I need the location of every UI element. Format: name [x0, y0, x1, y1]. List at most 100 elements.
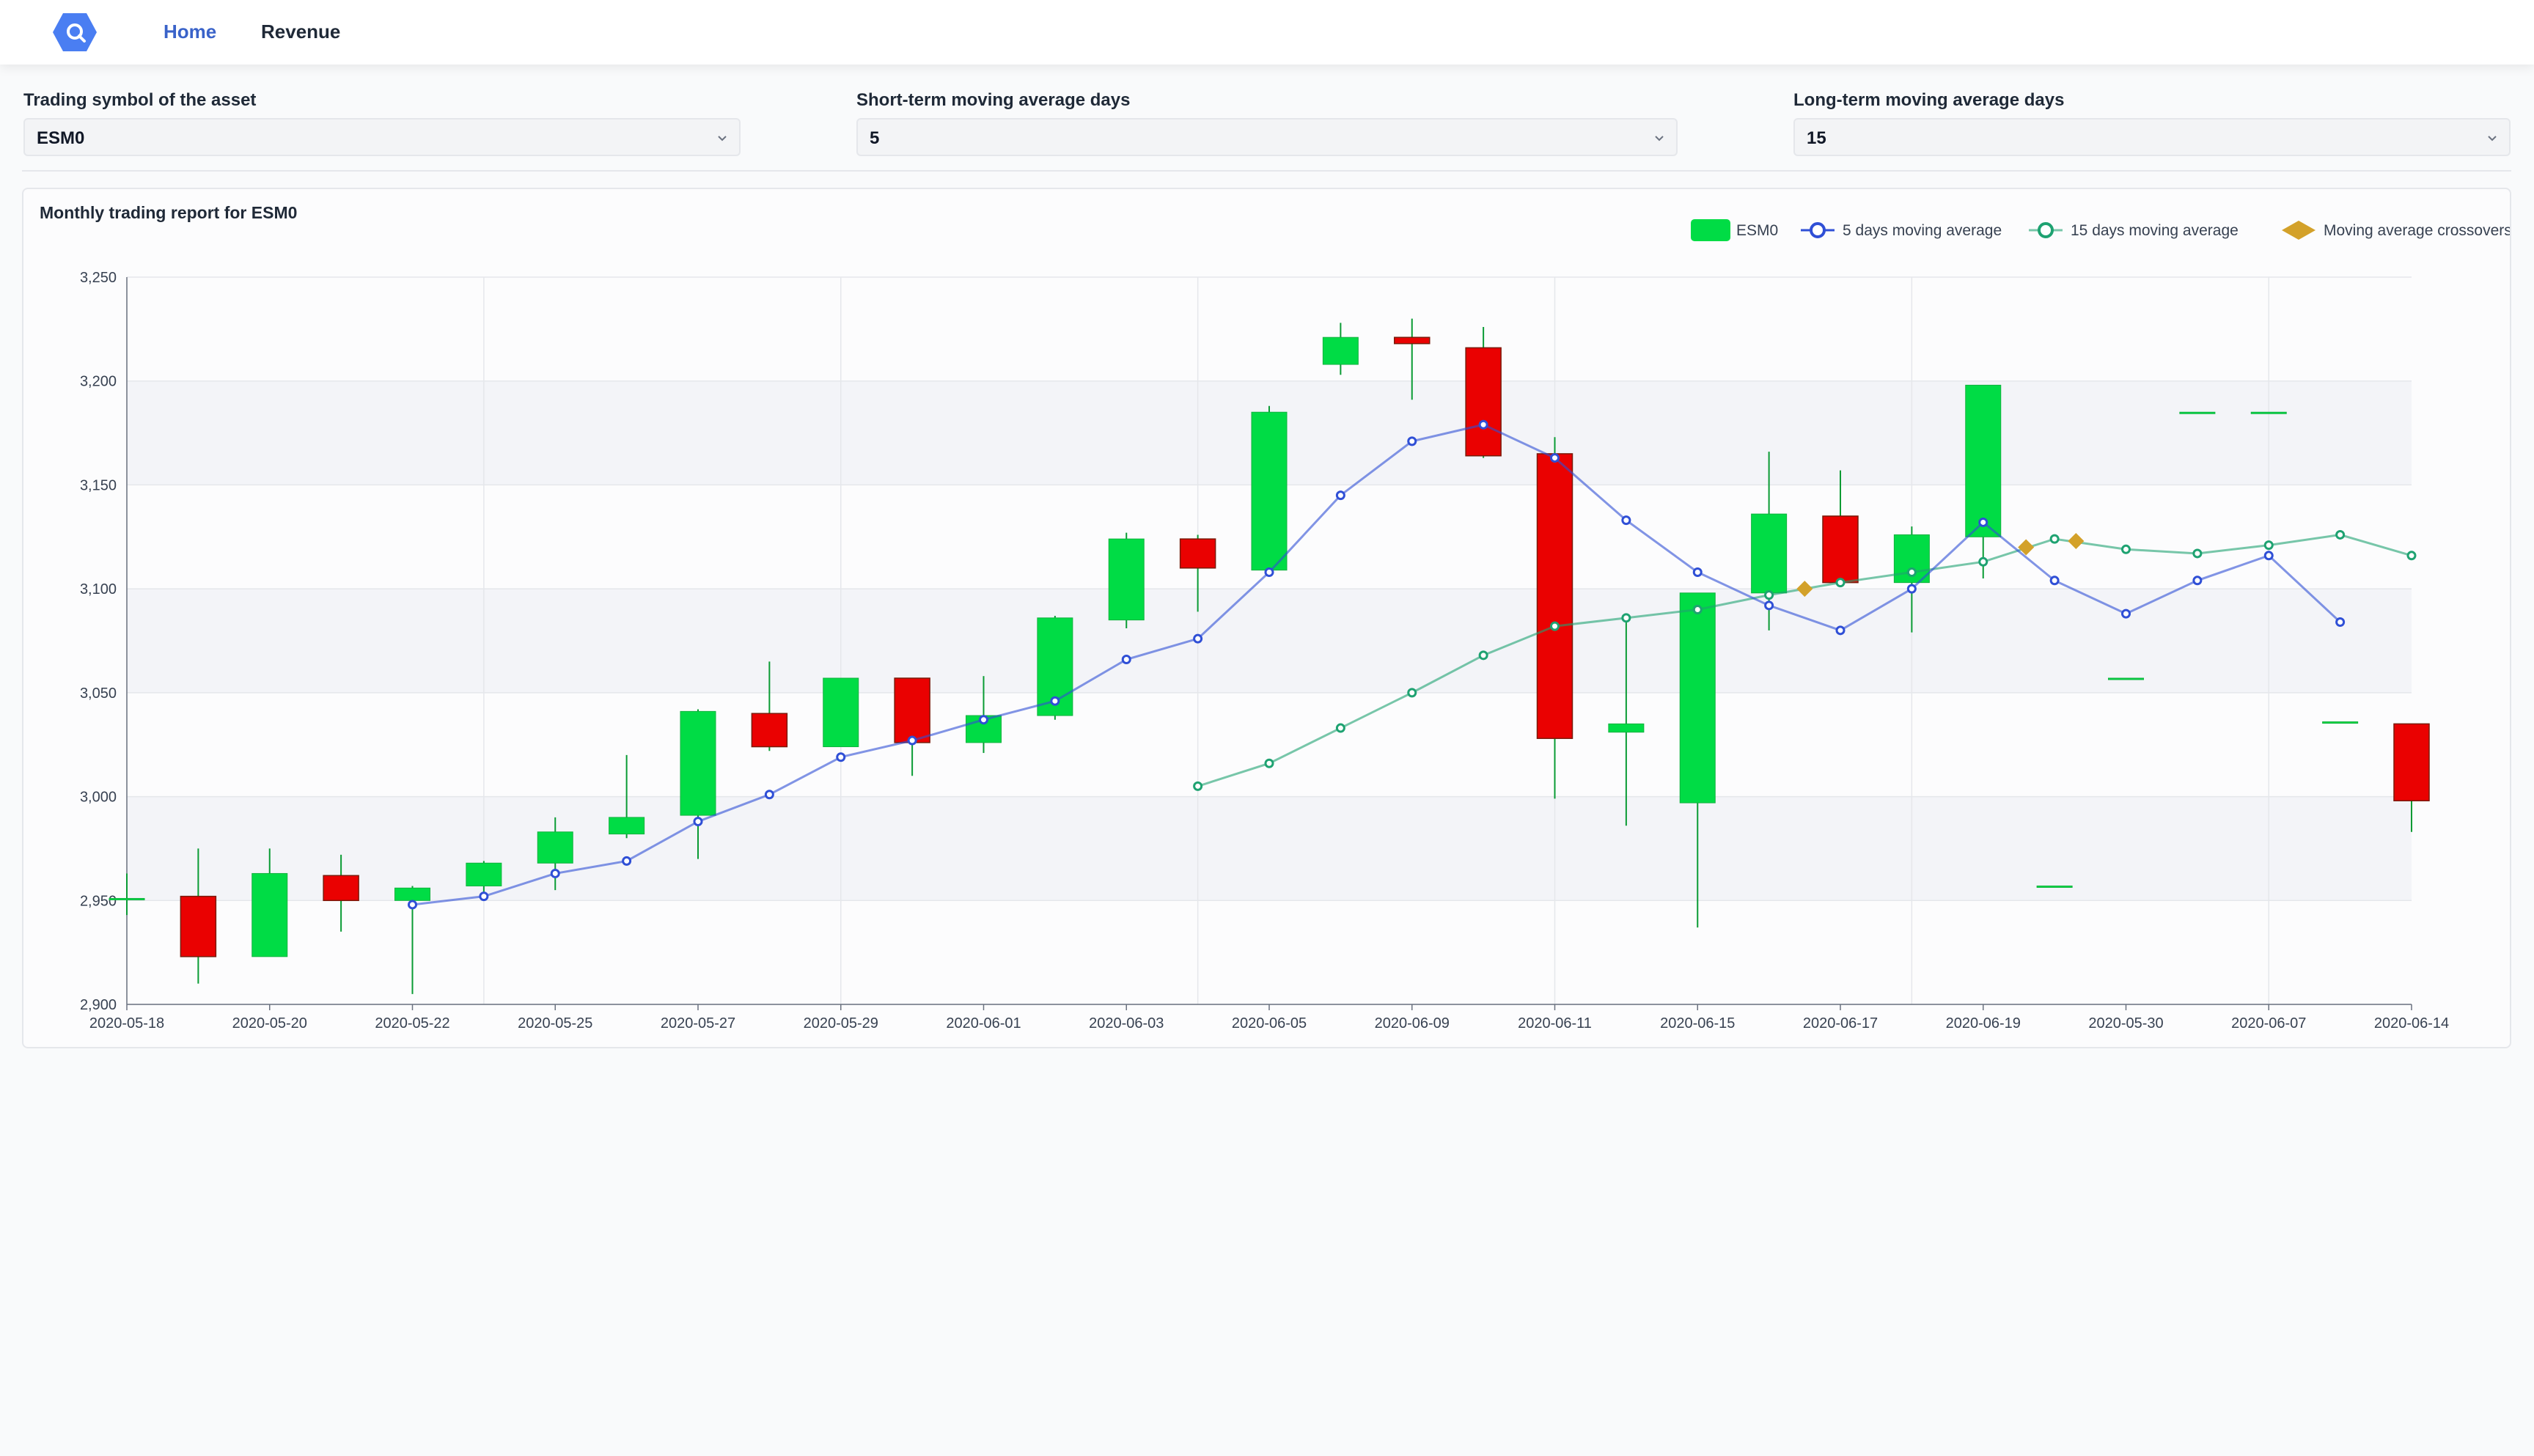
candle-body	[251, 872, 288, 957]
long-ma-select-value: 15	[1807, 128, 1826, 148]
candle	[323, 854, 359, 932]
y-tick-label: 2,900	[80, 997, 117, 1013]
filters-divider	[22, 170, 2511, 172]
candle	[1679, 592, 1716, 928]
candle	[2250, 411, 2287, 414]
short-ma-point	[1407, 436, 1417, 446]
chart-card: 2,900 2,950 3,000 3,050 3,100 3,150 3,200 3,250…	[22, 188, 2511, 1048]
candle-body	[1608, 723, 1645, 733]
short-ma-point	[2335, 617, 2346, 627]
short-ma-point	[1193, 633, 1203, 644]
short-ma-point	[622, 856, 632, 866]
y-tick-label: 3,000	[80, 790, 117, 806]
top-navigation-bar: Home Revenue	[0, 0, 2534, 65]
short-ma-point	[1050, 696, 1060, 706]
candle	[2393, 723, 2430, 832]
candle-body	[1751, 513, 1788, 594]
long-ma-point	[1550, 621, 1560, 631]
short-ma-point	[1621, 515, 1631, 526]
short-ma-point	[1264, 567, 1274, 577]
short-ma-point	[408, 900, 417, 910]
long-ma-point	[1335, 723, 1345, 733]
long-ma-point	[2335, 529, 2346, 540]
legend-label: 15 days moving average	[2071, 222, 2239, 239]
short-ma-point	[479, 891, 489, 902]
x-tick-label: 2020-05-30	[2088, 1015, 2163, 1032]
long-ma-point	[1264, 758, 1274, 768]
candle-body	[323, 875, 359, 902]
candle	[1822, 470, 1859, 585]
candle-body	[394, 887, 430, 901]
legend-swatch	[1691, 219, 1730, 241]
candle-body	[1465, 347, 1502, 457]
chart-title: Monthly trading report for ESM0	[40, 203, 297, 222]
short-ma-point	[1692, 567, 1703, 577]
candle	[1465, 327, 1502, 458]
legend-label: ESM0	[1736, 222, 1778, 239]
symbol-select[interactable]: ESM0	[23, 118, 741, 156]
short-ma-field-label: Short-term moving average days	[856, 90, 1131, 110]
candle	[1608, 615, 1645, 826]
long-ma-point	[2192, 548, 2203, 559]
short-ma-select[interactable]: 5	[856, 118, 1678, 156]
short-ma-point	[1764, 600, 1774, 611]
candle-body	[537, 831, 573, 864]
candle	[1394, 318, 1431, 400]
candle	[1322, 323, 1359, 375]
candle	[751, 661, 788, 751]
candle-body	[1536, 453, 1573, 739]
short-ma-point	[693, 817, 703, 827]
candle-body	[109, 897, 145, 900]
candle-body	[2322, 721, 2359, 724]
candle	[1965, 384, 2002, 578]
x-tick-label: 2020-06-03	[1089, 1015, 1164, 1032]
candle	[1179, 534, 1216, 612]
candle-body	[466, 862, 502, 886]
candle	[894, 677, 930, 776]
short-ma-point	[764, 790, 774, 800]
y-tick-label: 3,100	[80, 581, 117, 598]
crossover-marker	[2068, 532, 2085, 549]
candle	[680, 709, 716, 859]
x-tick-label: 2020-06-14	[2374, 1015, 2449, 1032]
search-hexagon-icon[interactable]	[51, 10, 98, 54]
candle-body	[1965, 384, 2002, 537]
candle	[2322, 721, 2359, 724]
nav-revenue-link[interactable]: Revenue	[261, 21, 341, 43]
chart-band	[127, 796, 2412, 901]
x-tick-label: 2020-05-22	[375, 1015, 449, 1032]
nav-home-link[interactable]: Home	[164, 21, 217, 43]
candle-body	[2393, 723, 2430, 801]
candle-body	[1679, 592, 1716, 804]
candle-body	[2179, 411, 2216, 414]
short-ma-point	[1906, 584, 1917, 594]
candle	[2179, 411, 2216, 414]
short-ma-point	[836, 752, 846, 762]
long-ma-point	[2263, 540, 2274, 551]
x-tick-label: 2020-06-09	[1375, 1015, 1450, 1032]
legend-item-short-ma: 5 days moving average	[1801, 222, 2002, 239]
candle-body	[2108, 677, 2144, 680]
short-ma-point	[979, 715, 988, 725]
candle-body	[680, 710, 716, 816]
candle-body	[180, 895, 217, 957]
candle-body	[2036, 885, 2073, 888]
candle	[466, 861, 502, 901]
short-ma-point	[1978, 517, 1988, 527]
chevron-down-icon	[718, 136, 727, 141]
long-ma-point	[1906, 567, 1917, 577]
legend-label: Moving average crossovers	[2324, 222, 2510, 239]
long-ma-point	[2049, 534, 2060, 544]
x-tick-label: 2020-05-29	[804, 1015, 878, 1032]
x-tick-label: 2020-05-27	[661, 1015, 735, 1032]
short-ma-point	[907, 735, 917, 746]
legend-item-crossovers: Moving average crossovers	[2282, 221, 2510, 240]
short-ma-point	[1478, 419, 1488, 430]
symbol-field-label: Trading symbol of the asset	[23, 90, 257, 110]
legend-marker	[2282, 221, 2316, 240]
long-ma-select[interactable]: 15	[1793, 118, 2511, 156]
candle-body	[1822, 515, 1859, 584]
candle	[251, 848, 288, 957]
symbol-select-value: ESM0	[37, 128, 85, 148]
candle	[1536, 437, 1573, 799]
